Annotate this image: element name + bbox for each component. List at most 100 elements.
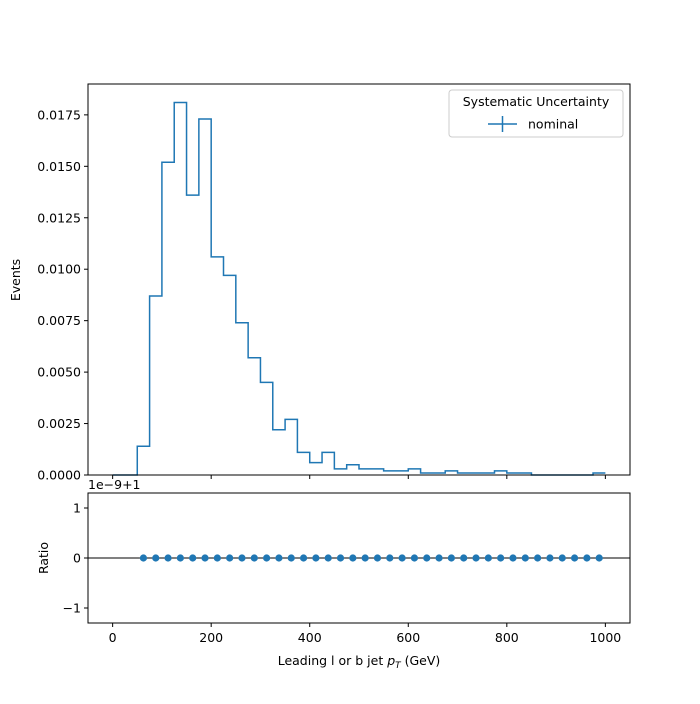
histogram-bin-13	[273, 430, 285, 475]
bottom-y-axis-label: Ratio	[36, 542, 51, 574]
ratio-point	[373, 554, 382, 562]
bottom-x-tick-label: 0	[109, 630, 117, 645]
top-plot-area	[112, 101, 606, 476]
bottom-plot-area	[88, 554, 630, 562]
histogram-bin-3	[150, 296, 162, 475]
bottom-x-ticks: 0 200 400 600 800 1000	[109, 623, 621, 645]
histogram-bin-22	[384, 471, 396, 475]
bottom-x-tick-label: 200	[199, 630, 223, 645]
top-y-tick-label: 0.0075	[37, 313, 81, 328]
top-y-tick-label: 0.0025	[37, 416, 81, 431]
histogram-bin-14	[285, 419, 297, 475]
legend-title: Systematic Uncertainty	[463, 94, 610, 109]
ratio-point	[312, 554, 320, 562]
top-panel: 0.0000 0.0025 0.0050 0.0075 0.0100 0.0125 0.01…	[8, 83, 631, 483]
ratio-point	[423, 554, 431, 562]
histogram-bin-19	[347, 465, 359, 475]
bottom-x-tick-label: 600	[396, 630, 420, 645]
top-y-axis-label: Events	[8, 259, 23, 301]
histogram-bin-12	[260, 382, 272, 475]
bottom-y-ticks: −1 0 1	[63, 501, 88, 616]
top-y-tick-label: 0.0150	[37, 159, 81, 174]
ratio-point	[472, 554, 480, 562]
histogram-bin-4	[162, 162, 174, 475]
ratio-point	[583, 554, 591, 562]
ratio-point	[324, 554, 332, 562]
histogram-bin-24	[408, 469, 420, 475]
legend-entry-nominal: nominal	[528, 117, 578, 132]
top-y-tick-label: 0.0000	[37, 468, 81, 483]
ratio-point	[349, 554, 357, 562]
bottom-y-tick-label: −1	[63, 601, 81, 616]
top-y-tick-label: 0.0175	[37, 107, 81, 122]
histogram-bin-20	[359, 469, 371, 475]
ratio-point	[509, 554, 517, 562]
ratio-point	[521, 554, 529, 562]
histogram-bin-10	[236, 323, 248, 475]
histogram-bin-2	[137, 446, 149, 475]
x-axis-label: Leading l or b jet pT (GeV)	[278, 653, 441, 671]
ratio-offset-text: 1e−9+1	[88, 477, 141, 492]
ratio-point	[139, 554, 148, 562]
ratio-point	[152, 554, 160, 562]
ratio-point	[595, 554, 603, 562]
ratio-point	[398, 554, 406, 562]
top-y-tick-label: 0.0125	[37, 210, 81, 225]
ratio-point	[497, 554, 505, 562]
ratio-point	[201, 554, 209, 562]
ratio-point	[164, 554, 172, 562]
ratio-point	[534, 554, 542, 562]
ratio-point	[213, 554, 221, 562]
bottom-x-tick-label: 400	[298, 630, 322, 645]
ratio-point	[460, 554, 468, 562]
bottom-panel: −1 0 1 0 200 400 600 800 1000 1e−9+1 Ratio Lead…	[36, 477, 631, 671]
bottom-y-tick-label: 1	[73, 501, 81, 516]
ratio-point	[299, 554, 308, 562]
histogram-bin-15	[297, 452, 309, 475]
histogram-bin-23	[396, 471, 408, 475]
bottom-x-tick-label: 1000	[589, 630, 621, 645]
ratio-point	[386, 554, 394, 562]
ratio-point	[275, 554, 283, 562]
histogram-bin-5	[174, 103, 186, 475]
ratio-point	[238, 554, 246, 562]
ratio-point	[546, 554, 554, 562]
top-y-ticks: 0.0000 0.0025 0.0050 0.0075 0.0100 0.0125 0.01…	[37, 107, 88, 483]
ratio-point	[410, 554, 419, 562]
top-x-ticks	[112, 475, 606, 479]
histogram-bin-16	[310, 463, 322, 475]
top-axes-frame	[87, 83, 631, 476]
ratio-point	[250, 554, 258, 562]
bottom-y-tick-label: 0	[73, 551, 81, 566]
ratio-point	[189, 554, 197, 562]
ratio-point	[361, 554, 369, 562]
ratio-point	[447, 554, 455, 562]
histogram-bin-18	[334, 469, 346, 475]
ratio-point	[226, 554, 234, 562]
histogram-bin-27	[445, 471, 457, 475]
legend-marker-nominal	[488, 116, 517, 132]
ratio-point	[435, 554, 443, 562]
ratio-point	[263, 554, 271, 562]
histogram-bin-31	[495, 471, 507, 475]
histogram-step-line	[112, 101, 606, 476]
legend: Systematic Uncertainty nominal	[448, 89, 624, 138]
ratio-point	[484, 554, 492, 562]
top-y-tick-label: 0.0050	[37, 365, 81, 380]
ratio-point	[176, 554, 184, 562]
ratio-point	[558, 554, 566, 562]
histogram-bin-11	[248, 358, 260, 475]
histogram-bin-21	[371, 469, 383, 475]
histogram-bin-8	[211, 257, 223, 475]
ratio-point	[570, 554, 579, 562]
histogram-bin-6	[187, 195, 199, 475]
histogram-bin-7	[199, 119, 211, 475]
histogram-bin-9	[224, 275, 236, 475]
ratio-point	[287, 554, 295, 562]
legend-box	[448, 89, 624, 138]
bottom-x-tick-label: 800	[495, 630, 519, 645]
top-y-tick-label: 0.0100	[37, 262, 81, 277]
ratio-point	[336, 554, 345, 562]
